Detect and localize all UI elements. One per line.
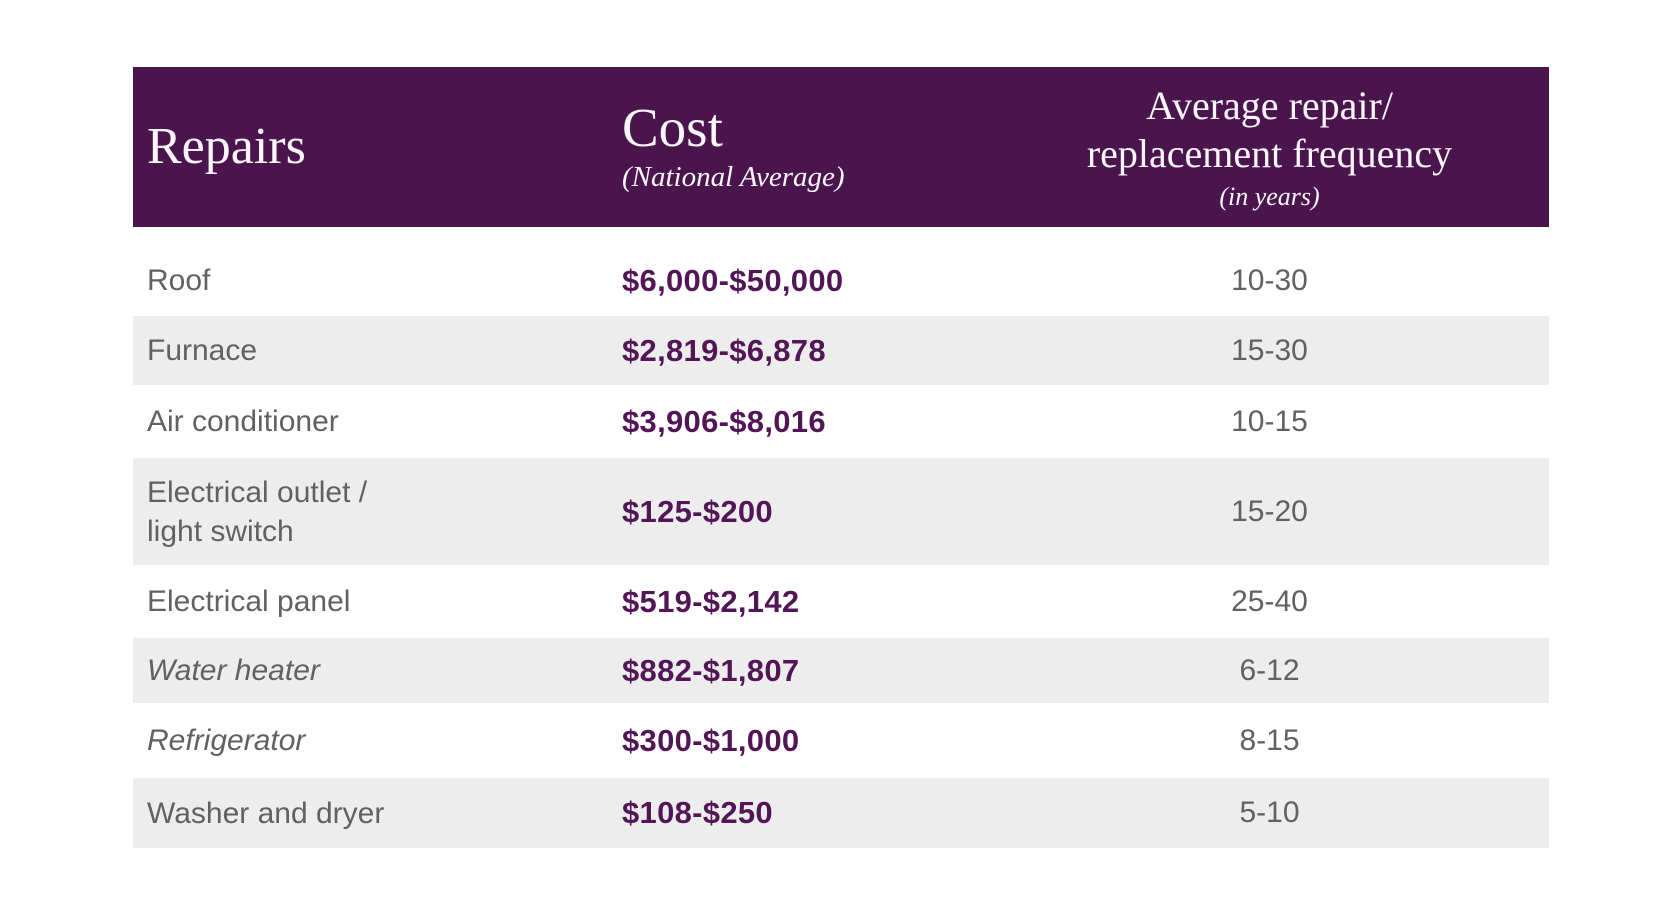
frequency-header-line1: Average repair/ [1146,83,1393,128]
repair-cost: $882-$1,807 [622,652,800,688]
frequency-header-line2: replacement frequency [1086,131,1453,176]
repair-name: Water heater [147,654,320,687]
repair-frequency: 15-20 [1231,494,1308,528]
repair-frequency: 5-10 [1239,796,1300,829]
repair-name: Electrical panel [147,585,351,618]
repair-frequency: 6-12 [1239,653,1300,687]
table-row-air-conditioner: Air conditioner $3,906-$8,016 10-15 [133,385,1549,458]
repair-frequency: 10-15 [1231,404,1308,438]
table-row-electrical-panel: Electrical panel $519-$2,142 25-40 [133,565,1549,638]
cost-header-sublabel: (National Average) [622,161,845,193]
table-header-row: Repairs Cost (National Average) Average … [133,67,1549,227]
column-header-cost: Cost (National Average) [622,100,990,194]
column-header-frequency: Average repair/ replacement frequency (i… [990,82,1549,212]
repair-cost-table: Repairs Cost (National Average) Average … [133,67,1549,848]
repair-cost: $519-$2,142 [622,583,800,619]
repair-cost: $300-$1,000 [622,722,800,758]
table-row-water-heater: Water heater $882-$1,807 6-12 [133,638,1549,703]
repair-frequency: 15-30 [1231,333,1308,367]
table-row-electrical-outlet: Electrical outlet / light switch $125-$2… [133,458,1549,565]
table-row-refrigerator: Refrigerator $300-$1,000 8-15 [133,703,1549,778]
repair-cost: $6,000-$50,000 [622,262,844,298]
table-row-furnace: Furnace $2,819-$6,878 15-30 [133,316,1549,385]
repair-name-line2: light switch [147,514,294,548]
repair-name: Air conditioner [147,405,339,438]
repair-name: Furnace [147,334,258,367]
repair-frequency: 25-40 [1231,584,1308,618]
repair-frequency: 8-15 [1239,723,1300,757]
table-row-washer-dryer: Washer and dryer $108-$250 5-10 [133,778,1549,848]
repair-cost: $3,906-$8,016 [622,403,826,439]
repair-name: Electrical outlet / light switch [133,473,622,551]
column-header-repairs: Repairs [147,118,306,175]
cost-header-label: Cost [622,97,723,158]
repair-cost: $108-$250 [622,795,773,830]
repair-cost: $2,819-$6,878 [622,332,826,368]
repair-cost: $125-$200 [622,493,773,529]
repair-name-line1: Electrical outlet / [147,475,368,509]
repair-name: Washer and dryer [147,796,385,830]
header-gap [133,227,1549,245]
table-row-roof: Roof $6,000-$50,000 10-30 [133,245,1549,316]
repair-name: Refrigerator [147,724,306,757]
repair-name: Roof [147,264,211,297]
frequency-header-sublabel: (in years) [1219,182,1320,211]
repair-frequency: 10-30 [1231,263,1308,297]
